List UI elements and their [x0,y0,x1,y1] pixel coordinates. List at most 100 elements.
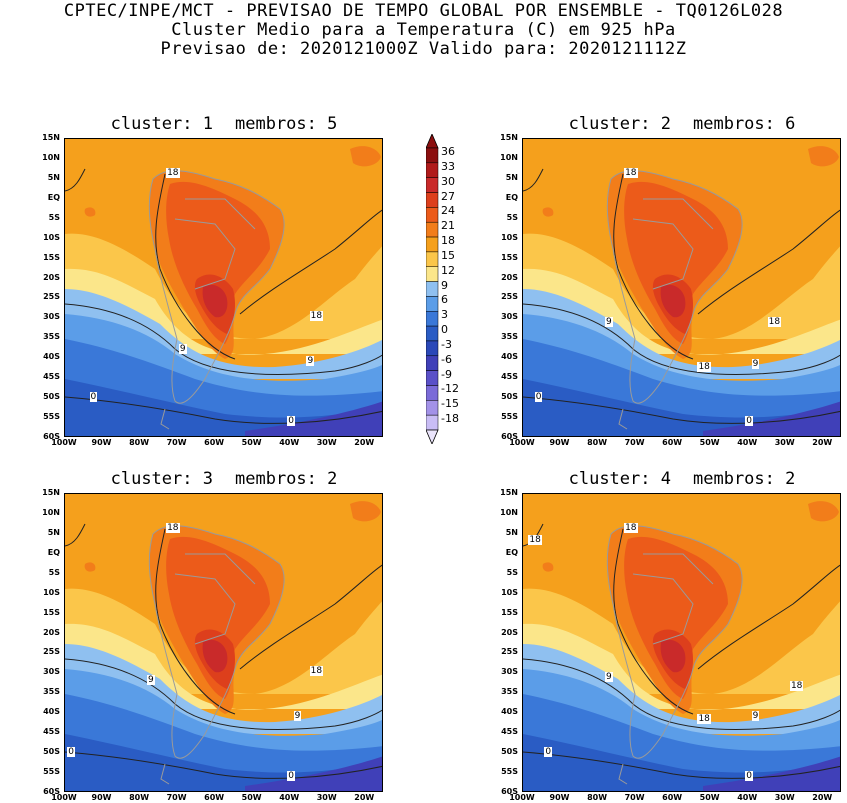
map-panel-2 [522,138,841,437]
members-count: 2 [327,469,338,489]
colorbar-segment [425,221,439,238]
latitude-label: 30S [501,667,518,677]
longitude-label: 40W [737,793,758,802]
latitude-label: 35S [43,687,60,697]
longitude-label: 90W [549,438,570,447]
contour-line [239,209,382,315]
colorbar-tick-label: 36 [441,145,455,158]
colorbar-bottom-arrow [425,429,439,446]
latitude-label: 5S [506,567,518,577]
longitude-label: 50W [241,793,262,802]
contour-line [65,396,382,424]
colorbar-tick-label: 12 [441,263,455,277]
colorbar-segment [425,266,439,282]
latitude-label: 50S [501,392,518,402]
longitude-label: 20W [354,793,375,802]
longitude-label: 80W [587,438,608,447]
colorbar-tick-label: 27 [441,189,455,203]
country-boundary [174,218,236,290]
colorbar-tick-label: 0 [441,323,448,337]
temperature-map [523,139,840,436]
latitude-label: EQ [505,547,518,557]
colorbar-segment [425,236,439,253]
contour-label: 0 [534,392,543,403]
country-boundary [148,170,285,404]
longitude-label: 70W [624,793,645,802]
members-label: membros: [235,114,317,134]
members-count: 6 [785,114,796,134]
colorbar-tick-label: 33 [441,159,455,173]
cluster-number: 2 [660,114,671,134]
colorbar-tick-label: -12 [441,382,459,396]
contour-label: 18 [697,362,711,373]
longitude-label: 50W [699,438,720,447]
latitude-label: 45S [501,727,518,737]
country-boundary [632,573,694,645]
temperature-band [660,284,686,318]
latitude-label: 5N [47,527,60,537]
country-boundary [643,553,714,585]
colorbar: 36 33 30 27 24 21 18 15 12 9 6 3 0 -3 -6 -9 -12 -15 -18 [425,132,466,446]
country-boundary [160,408,170,430]
latitude-label: 25S [501,292,518,302]
longitude-label: 80W [587,793,608,802]
contour-line [523,168,544,192]
colorbar-segment [425,340,439,357]
latitude-label: 60S [501,787,518,796]
cluster-label: cluster: [110,114,193,134]
latitude-label: 30S [43,312,60,322]
contour-line [523,751,840,779]
latitude-label: 60S [501,432,518,441]
colorbar-segment [425,207,439,223]
longitude-label: 70W [624,438,645,447]
country-boundary [148,525,285,759]
latitude-label: 40S [43,707,60,717]
temperature-band [703,401,840,436]
latitude-label: 15S [43,252,60,262]
panel-title: cluster: 4 membros: 2 [562,469,802,489]
colorbar-tick-label: -6 [441,352,452,366]
colorbar-tick-label: 15 [441,248,455,262]
latitude-label: 15N [42,133,60,142]
longitude-label: 40W [279,793,300,802]
contour-label: 18 [624,522,638,533]
latitude-label: 15N [42,488,60,497]
colorbar-segment [425,296,439,312]
latitude-label: 35S [43,332,60,342]
longitude-label: 90W [549,793,570,802]
contour-label: 9 [751,711,760,722]
country-boundary [643,198,714,230]
colorbar-top-arrow [425,132,439,149]
latitude-label: 20S [501,272,518,282]
colorbar-segment [425,325,439,342]
contour-label: 18 [528,534,542,545]
latitude-label: 35S [501,332,518,342]
colorbar-segment [425,355,439,371]
temperature-map [65,139,382,436]
contour-label: 0 [745,771,754,782]
contour-label: 0 [89,392,98,403]
contour-label: 9 [293,711,302,722]
longitude-label: 90W [91,438,112,447]
longitude-label: 60W [662,793,683,802]
temperature-map [523,494,840,791]
latitude-label: 40S [501,352,518,362]
latitude-label: 25S [43,292,60,302]
colorbar-graphic [425,132,439,446]
longitude-label: 30W [316,438,337,447]
latitude-label: 10S [501,232,518,242]
contour-line [155,173,236,360]
contour-label: 18 [624,167,638,178]
temperature-band [84,562,96,572]
longitude-label: 30W [774,793,795,802]
colorbar-segment [425,147,439,164]
contour-label: 9 [306,356,315,367]
longitude-label: 80W [129,793,150,802]
members-label: membros: [693,114,775,134]
cluster-label: cluster: [110,469,193,489]
contour-label: 9 [604,672,613,683]
colorbar-segment [425,192,439,208]
latitude-label: 45S [43,372,60,382]
temperature-band [245,401,382,436]
latitude-label: EQ [47,192,60,202]
